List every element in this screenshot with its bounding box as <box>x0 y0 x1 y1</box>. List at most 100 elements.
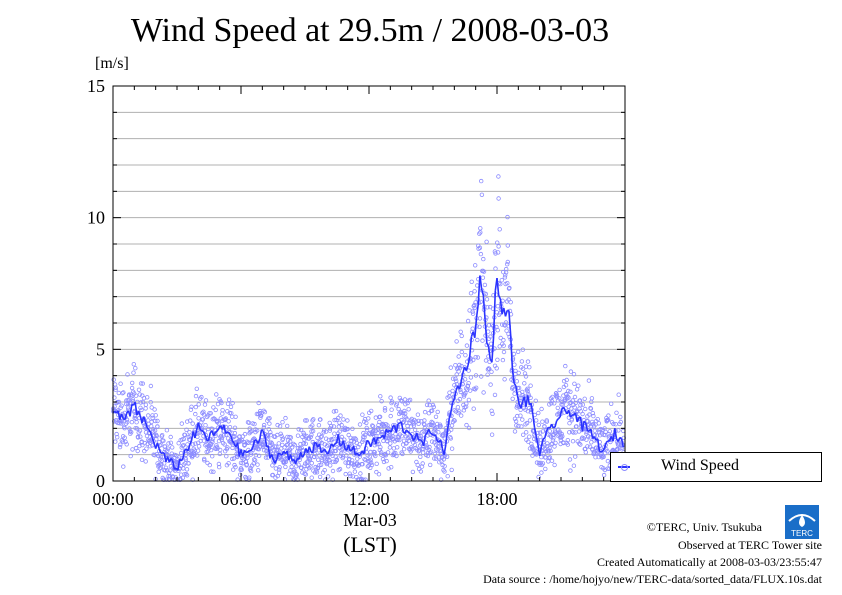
data-point <box>481 256 486 262</box>
data-point <box>566 395 571 400</box>
data-point <box>249 429 254 434</box>
series-line-segment <box>446 418 450 431</box>
data-point <box>362 457 367 462</box>
data-point <box>142 440 148 446</box>
series-line-segment <box>499 298 503 315</box>
data-point <box>152 407 157 412</box>
terc-logo-icon: TERC <box>785 505 819 539</box>
data-point <box>372 443 377 448</box>
data-point <box>418 434 423 439</box>
data-point <box>135 435 141 440</box>
data-point <box>569 416 574 422</box>
data-point <box>155 424 160 429</box>
data-point <box>138 381 144 386</box>
series-line-segment <box>151 437 155 444</box>
data-point <box>454 372 459 377</box>
data-point <box>149 419 154 425</box>
data-point <box>380 456 386 462</box>
data-point <box>616 392 621 397</box>
data-point <box>560 402 565 407</box>
data-point <box>187 418 193 423</box>
series-line-segment <box>538 446 543 457</box>
data-point <box>233 464 238 470</box>
data-point <box>119 421 124 426</box>
series-line-segment <box>134 402 138 416</box>
series-line-segment <box>590 429 594 439</box>
data-point <box>422 418 427 423</box>
data-point <box>544 419 549 424</box>
data-point <box>568 468 573 473</box>
legend: Wind Speed <box>610 452 822 482</box>
series-line-segment <box>337 434 341 446</box>
data-point <box>436 430 441 435</box>
series-line-segment <box>131 403 134 406</box>
data-point <box>145 413 151 418</box>
data-point <box>256 453 262 458</box>
data-point <box>464 401 469 406</box>
data-point <box>572 405 577 410</box>
data-point <box>410 469 416 475</box>
data-point <box>566 388 571 394</box>
data-point <box>113 387 118 392</box>
data-point <box>156 453 161 459</box>
series-line-segment <box>484 319 488 343</box>
data-point <box>490 411 495 416</box>
series-line-segment <box>458 381 462 390</box>
x-axis-date-label: Mar-03 <box>343 510 397 530</box>
data-point <box>309 460 314 466</box>
series-line-segment <box>443 444 447 455</box>
data-point <box>508 300 513 305</box>
series-line-segment <box>554 420 558 428</box>
data-point <box>140 399 146 405</box>
data-point <box>397 437 402 443</box>
data-point <box>165 448 170 453</box>
data-point <box>581 436 586 441</box>
data-point <box>595 417 600 422</box>
data-point <box>339 434 345 440</box>
data-point <box>303 418 308 423</box>
series-line-segment <box>596 438 601 452</box>
data-point <box>319 434 324 439</box>
data-point <box>131 370 136 375</box>
data-point <box>117 444 123 450</box>
data-point <box>121 390 126 395</box>
data-point <box>504 266 509 272</box>
data-point <box>308 434 313 440</box>
data-point <box>457 362 462 368</box>
series-line-segment <box>542 437 546 440</box>
series-line-segment <box>412 437 416 442</box>
data-point <box>369 462 375 468</box>
data-point <box>516 423 521 429</box>
data-point <box>486 329 491 334</box>
data-point <box>492 392 498 398</box>
data-point <box>261 408 266 413</box>
data-point <box>455 405 461 410</box>
data-point <box>577 441 582 446</box>
data-point <box>121 464 126 469</box>
data-point <box>409 447 415 452</box>
data-point <box>133 366 138 371</box>
data-point <box>549 398 555 404</box>
data-point <box>402 397 408 402</box>
data-point <box>368 457 373 462</box>
data-point <box>444 454 450 459</box>
data-point <box>388 441 393 446</box>
data-point <box>298 427 304 433</box>
data-point <box>428 449 434 454</box>
series-line-segment <box>301 454 305 458</box>
data-point <box>616 428 621 433</box>
data-point <box>330 453 335 458</box>
data-point <box>183 457 189 462</box>
data-point <box>447 390 452 395</box>
series-line-segment <box>424 432 428 436</box>
data-point <box>242 431 248 437</box>
data-point <box>501 337 506 343</box>
data-point <box>496 196 501 201</box>
data-point <box>459 333 464 339</box>
data-point <box>473 263 478 268</box>
data-point <box>437 460 442 465</box>
data-point <box>589 440 594 445</box>
site-text: Observed at TERC Tower site <box>677 538 822 552</box>
data-point <box>463 353 468 358</box>
data-point <box>345 418 350 423</box>
